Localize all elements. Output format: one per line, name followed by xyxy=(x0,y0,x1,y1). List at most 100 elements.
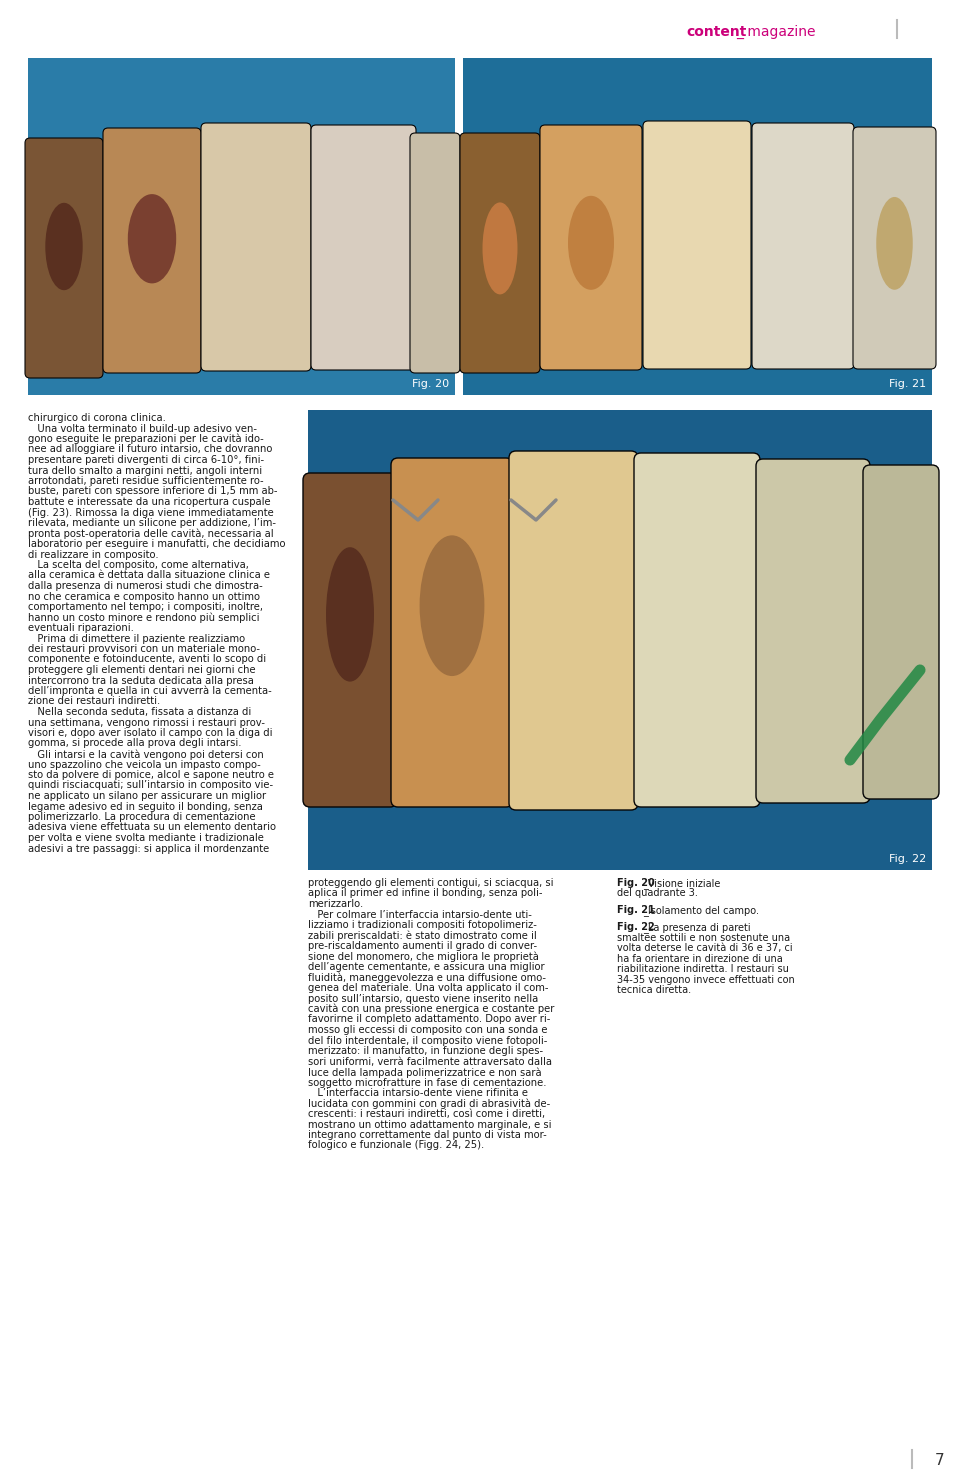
Text: adesivi a tre passaggi: si applica il mordenzante: adesivi a tre passaggi: si applica il mo… xyxy=(28,844,269,853)
Ellipse shape xyxy=(568,195,614,290)
Text: tura dello smalto a margini netti, angoli interni: tura dello smalto a margini netti, angol… xyxy=(28,466,262,476)
Text: (Fig. 23). Rimossa la diga viene immediatamente: (Fig. 23). Rimossa la diga viene immedia… xyxy=(28,507,274,517)
Text: Fig. 20: Fig. 20 xyxy=(617,878,655,888)
Text: aplica il primer ed infine il bonding, senza poli-: aplica il primer ed infine il bonding, s… xyxy=(308,888,542,899)
Text: dell’impronta e quella in cui avverrà la cementa-: dell’impronta e quella in cui avverrà la… xyxy=(28,686,272,696)
Text: zione dei restauri indiretti.: zione dei restauri indiretti. xyxy=(28,696,160,706)
Bar xyxy=(463,58,932,395)
Ellipse shape xyxy=(326,547,374,681)
Text: per volta e viene svolta mediante i tradizionale: per volta e viene svolta mediante i trad… xyxy=(28,834,264,842)
Text: lucidata con gommini con gradi di abrasività de-: lucidata con gommini con gradi di abrasi… xyxy=(308,1098,550,1108)
Text: uno spazzolino che veicola un impasto compo-: uno spazzolino che veicola un impasto co… xyxy=(28,760,261,770)
Text: _La presenza di pareti: _La presenza di pareti xyxy=(643,922,751,933)
FancyBboxPatch shape xyxy=(103,129,201,372)
Text: Gli intarsi e la cavità vengono poi detersi con: Gli intarsi e la cavità vengono poi dete… xyxy=(28,749,264,760)
Bar xyxy=(28,58,455,395)
Text: crescenti: i restauri indiretti, così come i diretti,: crescenti: i restauri indiretti, così co… xyxy=(308,1108,545,1119)
Text: soggetto microfratture in fase di cementazione.: soggetto microfratture in fase di cement… xyxy=(308,1077,546,1088)
FancyBboxPatch shape xyxy=(643,121,751,370)
Text: _Isolamento del campo.: _Isolamento del campo. xyxy=(643,906,759,916)
FancyBboxPatch shape xyxy=(752,123,854,370)
Text: sori uniformi, verrà facilmente attraversato dalla: sori uniformi, verrà facilmente attraver… xyxy=(308,1057,552,1067)
Text: di realizzare in composito.: di realizzare in composito. xyxy=(28,550,158,560)
Text: hanno un costo minore e rendono più semplici: hanno un costo minore e rendono più semp… xyxy=(28,612,259,624)
Text: pronta post-operatoria delle cavità, necessaria al: pronta post-operatoria delle cavità, nec… xyxy=(28,529,274,539)
Text: ne applicato un silano per assicurare un miglior: ne applicato un silano per assicurare un… xyxy=(28,791,266,801)
FancyBboxPatch shape xyxy=(391,458,513,807)
Ellipse shape xyxy=(420,535,485,675)
Text: del filo interdentale, il composito viene fotopoli-: del filo interdentale, il composito vien… xyxy=(308,1036,547,1045)
Text: gono eseguite le preparazioni per le cavità ido-: gono eseguite le preparazioni per le cav… xyxy=(28,435,264,445)
Text: sto da polvere di pomice, alcol e sapone neutro e: sto da polvere di pomice, alcol e sapone… xyxy=(28,770,274,780)
FancyBboxPatch shape xyxy=(756,460,870,803)
Text: La scelta del composito, come alternativa,: La scelta del composito, come alternativ… xyxy=(28,560,249,571)
Text: luce della lampada polimerizzatrice e non sarà: luce della lampada polimerizzatrice e no… xyxy=(308,1067,541,1077)
Text: visori e, dopo aver isolato il campo con la diga di: visori e, dopo aver isolato il campo con… xyxy=(28,729,273,738)
Text: Una volta terminato il build-up adesivo ven-: Una volta terminato il build-up adesivo … xyxy=(28,424,257,433)
Text: proteggere gli elementi dentari nei giorni che: proteggere gli elementi dentari nei gior… xyxy=(28,665,255,675)
Text: Per colmare l’interfaccia intarsio-dente uti-: Per colmare l’interfaccia intarsio-dente… xyxy=(308,909,532,919)
Text: alla ceramica è dettata dalla situazione clinica e: alla ceramica è dettata dalla situazione… xyxy=(28,571,270,581)
Text: tecnica diretta.: tecnica diretta. xyxy=(617,986,691,995)
Text: L’interfaccia intarsio-dente viene rifinita e: L’interfaccia intarsio-dente viene rifin… xyxy=(308,1088,528,1098)
Text: merizzato: il manufatto, in funzione degli spes-: merizzato: il manufatto, in funzione deg… xyxy=(308,1046,543,1055)
Text: gomma, si procede alla prova degli intarsi.: gomma, si procede alla prova degli intar… xyxy=(28,739,242,748)
Ellipse shape xyxy=(45,202,83,290)
FancyBboxPatch shape xyxy=(201,123,311,371)
Text: content: content xyxy=(686,25,746,38)
Text: quindi risciacquati; sull’intarsio in composito vie-: quindi risciacquati; sull’intarsio in co… xyxy=(28,780,274,791)
Text: ha fa orientare in direzione di una: ha fa orientare in direzione di una xyxy=(617,953,782,964)
Text: merizzarlo.: merizzarlo. xyxy=(308,899,363,909)
Text: 7: 7 xyxy=(935,1453,945,1468)
Text: Nella seconda seduta, fissata a distanza di: Nella seconda seduta, fissata a distanza… xyxy=(28,706,252,717)
Text: lizziamo i tradizionali compositi fotopolimeriz-: lizziamo i tradizionali compositi fotopo… xyxy=(308,919,537,930)
FancyBboxPatch shape xyxy=(410,133,460,372)
Text: comportamento nel tempo; i compositi, inoltre,: comportamento nel tempo; i compositi, in… xyxy=(28,602,263,612)
FancyBboxPatch shape xyxy=(311,126,416,370)
Text: polimerizzarlo. La procedura di cementazione: polimerizzarlo. La procedura di cementaz… xyxy=(28,811,255,822)
FancyBboxPatch shape xyxy=(853,127,936,370)
Text: Fig. 21: Fig. 21 xyxy=(617,906,655,915)
Ellipse shape xyxy=(876,197,913,290)
Text: Fig. 20: Fig. 20 xyxy=(412,378,449,389)
Text: laboratorio per eseguire i manufatti, che decidiamo: laboratorio per eseguire i manufatti, ch… xyxy=(28,539,285,548)
Text: legame adesivo ed in seguito il bonding, senza: legame adesivo ed in seguito il bonding,… xyxy=(28,801,263,811)
Text: Fig. 22: Fig. 22 xyxy=(617,922,655,933)
Text: no che ceramica e composito hanno un ottimo: no che ceramica e composito hanno un ott… xyxy=(28,591,260,602)
Text: genea del materiale. Una volta applicato il com-: genea del materiale. Una volta applicato… xyxy=(308,983,548,993)
FancyBboxPatch shape xyxy=(863,466,939,800)
Text: pre-riscaldamento aumenti il grado di conver-: pre-riscaldamento aumenti il grado di co… xyxy=(308,941,538,950)
Text: volta deterse le cavità di 36 e 37, ci: volta deterse le cavità di 36 e 37, ci xyxy=(617,943,793,953)
Ellipse shape xyxy=(128,194,177,284)
Text: chirurgico di corona clinica.: chirurgico di corona clinica. xyxy=(28,412,166,423)
Bar xyxy=(308,409,932,871)
Text: integrano correttamente dal punto di vista mor-: integrano correttamente dal punto di vis… xyxy=(308,1131,547,1140)
Text: _Visione iniziale: _Visione iniziale xyxy=(643,878,720,888)
Text: intercorrono tra la seduta dedicata alla presa: intercorrono tra la seduta dedicata alla… xyxy=(28,675,253,686)
Text: del quadrante 3.: del quadrante 3. xyxy=(617,888,698,899)
Text: arrotondati, pareti residue sufficientemente ro-: arrotondati, pareti residue sufficientem… xyxy=(28,476,264,486)
Text: sione del monomero, che migliora le proprietà: sione del monomero, che migliora le prop… xyxy=(308,952,539,962)
Text: dell’agente cementante, e assicura una miglior: dell’agente cementante, e assicura una m… xyxy=(308,962,544,973)
FancyBboxPatch shape xyxy=(540,126,642,370)
Text: mostrano un ottimo adattamento marginale, e si: mostrano un ottimo adattamento marginale… xyxy=(308,1119,551,1129)
Text: adesiva viene effettuata su un elemento dentario: adesiva viene effettuata su un elemento … xyxy=(28,822,276,832)
Text: componente e fotoinducente, aventi lo scopo di: componente e fotoinducente, aventi lo sc… xyxy=(28,655,266,665)
Text: zabili preriscaldati: è stato dimostrato come il: zabili preriscaldati: è stato dimostrato… xyxy=(308,931,537,941)
Text: smaltee sottili e non sostenute una: smaltee sottili e non sostenute una xyxy=(617,933,790,943)
Text: una settimana, vengono rimossi i restauri prov-: una settimana, vengono rimossi i restaur… xyxy=(28,717,265,727)
Text: dalla presenza di numerosi studi che dimostra-: dalla presenza di numerosi studi che dim… xyxy=(28,581,263,591)
Text: presentare pareti divergenti di circa 6-10°, fini-: presentare pareti divergenti di circa 6-… xyxy=(28,455,264,466)
Text: proteggendo gli elementi contigui, si sciacqua, si: proteggendo gli elementi contigui, si sc… xyxy=(308,878,554,888)
Text: rilevata, mediante un silicone per addizione, l’im-: rilevata, mediante un silicone per addiz… xyxy=(28,517,276,528)
Text: eventuali riparazioni.: eventuali riparazioni. xyxy=(28,624,133,633)
Text: fologico e funzionale (Figg. 24, 25).: fologico e funzionale (Figg. 24, 25). xyxy=(308,1141,484,1150)
Text: Fig. 21: Fig. 21 xyxy=(889,378,926,389)
Text: buste, pareti con spessore inferiore di 1,5 mm ab-: buste, pareti con spessore inferiore di … xyxy=(28,486,277,497)
FancyBboxPatch shape xyxy=(25,137,103,378)
Text: mosso gli eccessi di composito con una sonda e: mosso gli eccessi di composito con una s… xyxy=(308,1026,547,1035)
Text: posito sull’intarsio, questo viene inserito nella: posito sull’intarsio, questo viene inser… xyxy=(308,993,539,1004)
Text: fluidità, maneggevolezza e una diffusione omo-: fluidità, maneggevolezza e una diffusion… xyxy=(308,973,546,983)
FancyBboxPatch shape xyxy=(634,452,760,807)
Text: Prima di dimettere il paziente realizziamo: Prima di dimettere il paziente realizzia… xyxy=(28,634,245,643)
